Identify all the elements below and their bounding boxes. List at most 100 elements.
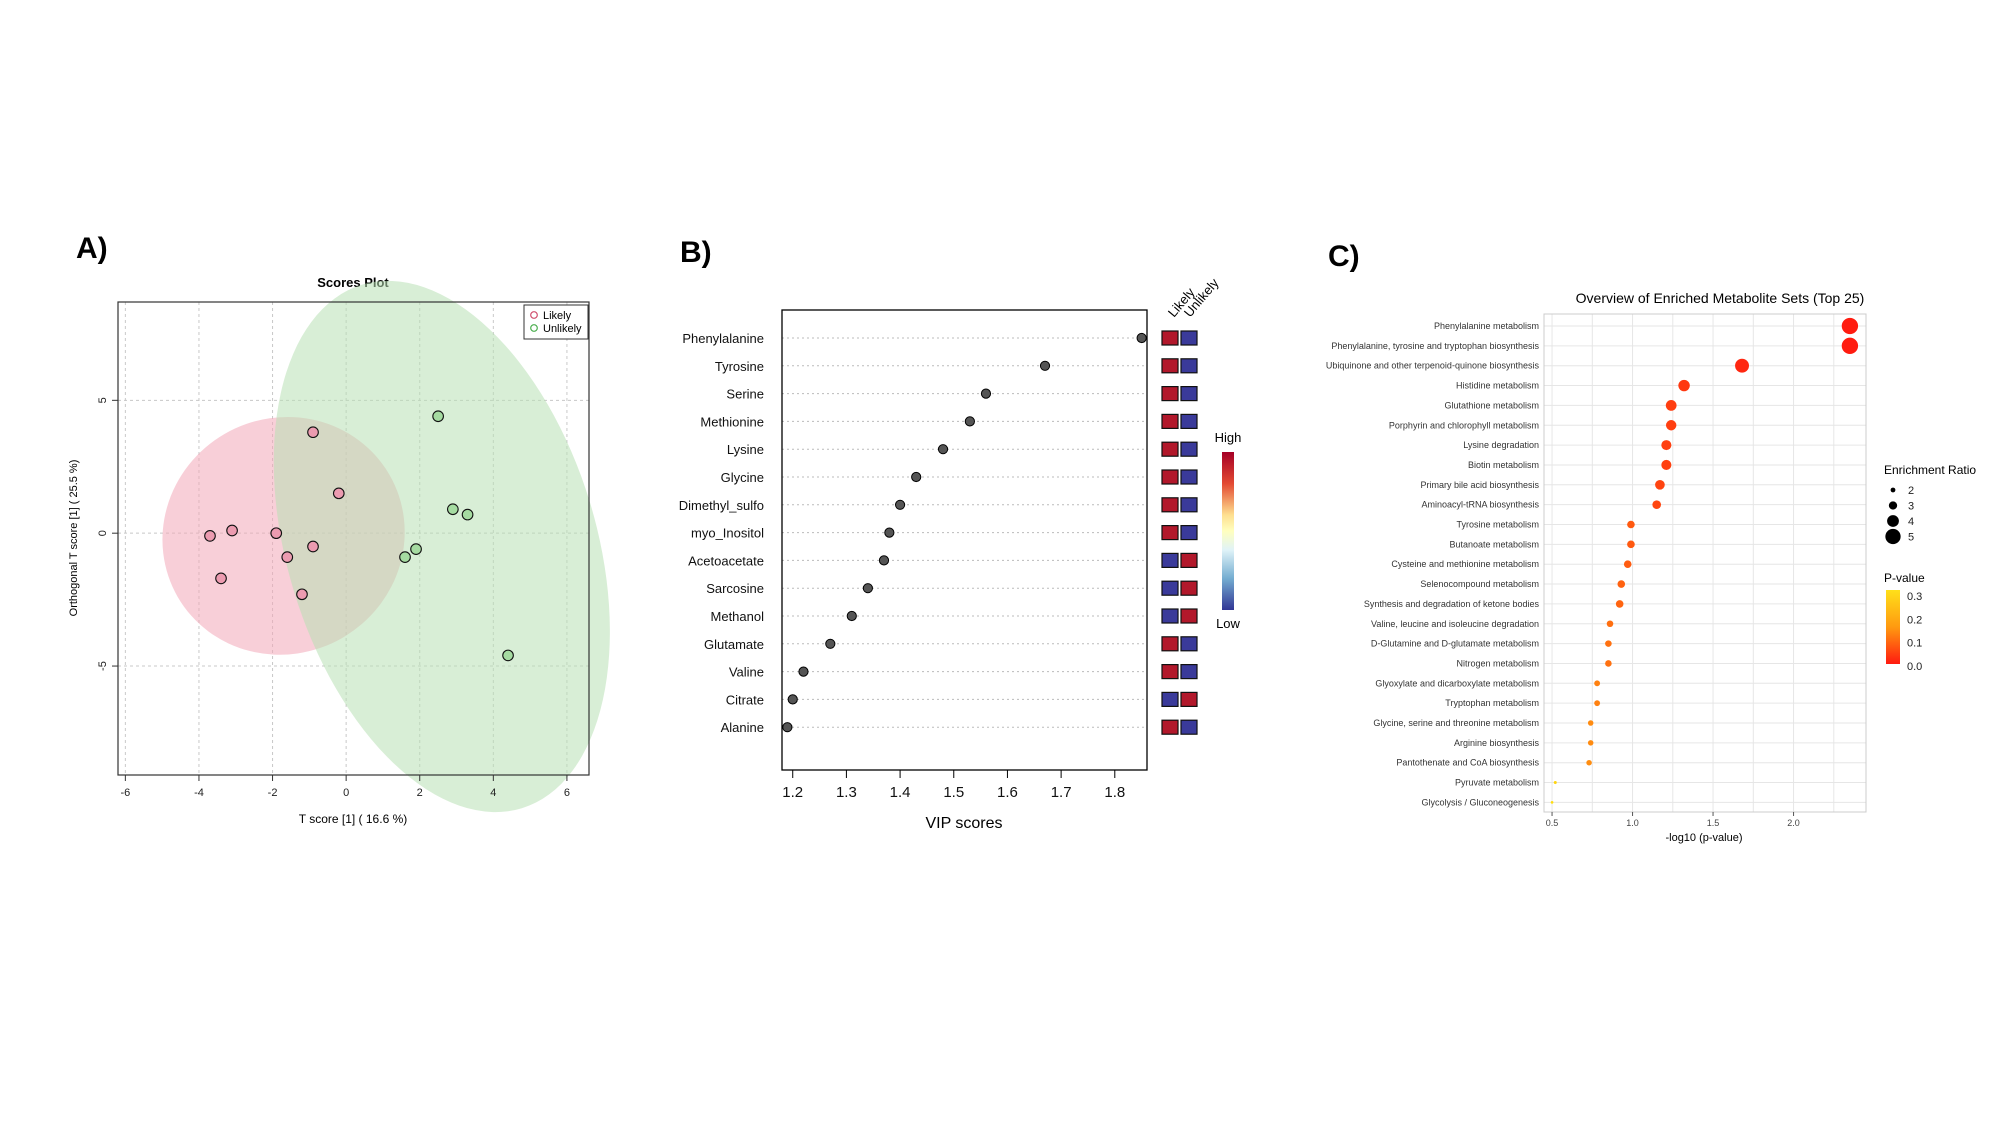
score-point-likely xyxy=(204,529,216,542)
score-point-unlikely xyxy=(447,503,459,516)
enrichment-point xyxy=(1550,801,1554,804)
color-legend-label: 0.0 xyxy=(1907,661,1922,673)
enrichment-point xyxy=(1617,580,1626,588)
enrichment-set-label: Aminoacyl-tRNA biosynthesis xyxy=(1421,500,1539,510)
vip-point xyxy=(894,499,906,510)
enrichment-set-label: Glutathione metabolism xyxy=(1444,400,1539,410)
enrichment-point xyxy=(1841,337,1859,355)
enrichment-point xyxy=(1627,520,1635,529)
color-legend-label: 0.1 xyxy=(1907,638,1922,650)
enrichment-set-label: Glyoxylate and dicarboxylate metabolism xyxy=(1375,678,1539,688)
legend-likely-marker xyxy=(530,311,538,319)
heat-cell-unlikely xyxy=(1180,330,1198,346)
scores-plot: Scores Plot -6 -4 -2 0 2 4 6-505 T score [1] (… xyxy=(68,275,610,826)
enrichment-set-label: Porphyrin and chlorophyll metabolism xyxy=(1389,420,1539,430)
heat-cell-likely xyxy=(1161,580,1179,596)
score-point-likely xyxy=(332,487,345,500)
enrichment-point xyxy=(1661,459,1672,470)
enrichment-x-tick-label: 0.5 xyxy=(1546,818,1559,828)
heat-colorbar xyxy=(1222,452,1234,610)
size-legend-title: Enrichment Ratio xyxy=(1884,463,1976,477)
size-legend-dot xyxy=(1890,487,1896,493)
enrichment-set-label: Phenylalanine metabolism xyxy=(1434,321,1539,331)
vip-plot: Phenylalanine Tyrosine Serine Methionine Lys… xyxy=(679,275,1242,832)
vip-point xyxy=(884,527,895,538)
heat-cell-likely xyxy=(1161,719,1179,735)
score-point-unlikely xyxy=(399,551,411,563)
heat-cell-unlikely xyxy=(1180,469,1198,485)
enrichment-set-label: Butanoate metabolism xyxy=(1449,539,1539,549)
pvalue-colorbar xyxy=(1886,590,1900,664)
heat-cell-unlikely xyxy=(1180,358,1198,374)
vip-feature-label: Glycine xyxy=(721,470,764,485)
heat-cell-unlikely xyxy=(1180,413,1198,429)
enrichment-point xyxy=(1615,600,1624,608)
score-point-likely xyxy=(215,572,227,585)
vip-plot-frame xyxy=(781,309,1148,771)
vip-x-tick-label: 1.7 xyxy=(1051,784,1072,801)
scores-x-axis-label: T score [1] ( 16.6 %) xyxy=(299,812,408,826)
heat-cell-likely xyxy=(1161,636,1179,652)
legend-unlikely-label: Unlikely xyxy=(543,323,582,335)
heat-cell-unlikely xyxy=(1180,636,1198,652)
x-tick-label: 2 xyxy=(417,787,423,799)
enrichment-point xyxy=(1594,700,1601,707)
y-tick-label: -5 xyxy=(97,661,109,671)
enrichment-set-label: Pantothenate and CoA biosynthesis xyxy=(1396,758,1539,768)
score-point-unlikely xyxy=(502,649,514,662)
score-point-unlikely xyxy=(410,543,422,555)
vip-point xyxy=(787,694,798,705)
vip-feature-label: Methanol xyxy=(711,609,765,624)
enrichment-point xyxy=(1605,660,1612,667)
vip-point xyxy=(1039,360,1051,371)
heat-cell-unlikely xyxy=(1180,524,1198,541)
vip-point xyxy=(825,638,836,649)
vip-feature-label: myo_Inositol xyxy=(691,526,764,541)
enrichment-point xyxy=(1587,720,1594,726)
enrichment-set-label: Ubiquinone and other terpenoid-quinone b… xyxy=(1326,361,1540,371)
vip-feature-label: Alanine xyxy=(721,720,764,735)
x-tick-label: -4 xyxy=(194,787,204,799)
enrichment-point xyxy=(1586,759,1592,766)
vip-x-tick-label: 1.4 xyxy=(890,784,911,801)
heat-cell-unlikely xyxy=(1180,552,1198,569)
enrichment-set-label: Glycolysis / Gluconeogenesis xyxy=(1421,797,1539,807)
enrichment-set-label: Glycine, serine and threonine metabolism xyxy=(1373,718,1539,728)
vip-feature-label: Citrate xyxy=(726,692,764,707)
color-legend-label: 0.3 xyxy=(1907,591,1922,603)
color-legend-title: P-value xyxy=(1884,571,1925,585)
scores-plot-frame xyxy=(117,301,590,776)
size-legend: 2 3 4 5 xyxy=(1885,485,1914,545)
enrichment-point xyxy=(1623,560,1632,568)
size-legend-label: 3 xyxy=(1908,501,1914,513)
vip-point xyxy=(980,388,992,399)
vip-feature-label: Methionine xyxy=(700,414,764,429)
vip-feature-label: Acetoacetate xyxy=(688,553,764,568)
vip-point xyxy=(782,722,793,733)
enrichment-point xyxy=(1594,680,1601,687)
score-point-likely xyxy=(296,588,308,601)
enrichment-x-tick-label: 1.0 xyxy=(1626,818,1639,828)
vip-feature-label: Sarcosine xyxy=(706,581,764,596)
x-tick-label: 4 xyxy=(490,787,496,799)
heat-cell-likely xyxy=(1161,691,1179,708)
vip-point xyxy=(846,610,857,622)
enrichment-plot-frame xyxy=(1543,313,1867,813)
scores-y-axis-label: Orthogonal T score [1] ( 25.5 %) xyxy=(68,460,80,617)
size-legend-dot xyxy=(1888,501,1898,510)
scores-legend: Likely Unlikely xyxy=(523,304,589,340)
vip-feature-label: Tyrosine xyxy=(715,359,764,374)
heat-cell-unlikely xyxy=(1180,663,1198,680)
score-point-likely xyxy=(307,540,319,553)
vip-feature-label: Phenylalanine xyxy=(682,331,764,346)
enrichment-point xyxy=(1606,620,1614,628)
vip-point xyxy=(878,555,890,566)
panel-label-a: A) xyxy=(76,232,108,265)
enrichment-point xyxy=(1665,400,1677,411)
vip-x-tick-label: 1.8 xyxy=(1104,784,1125,801)
heat-cell-likely xyxy=(1161,663,1179,680)
heat-cell-likely xyxy=(1161,524,1179,541)
score-point-likely xyxy=(307,426,319,439)
enrichment-point xyxy=(1652,500,1662,509)
